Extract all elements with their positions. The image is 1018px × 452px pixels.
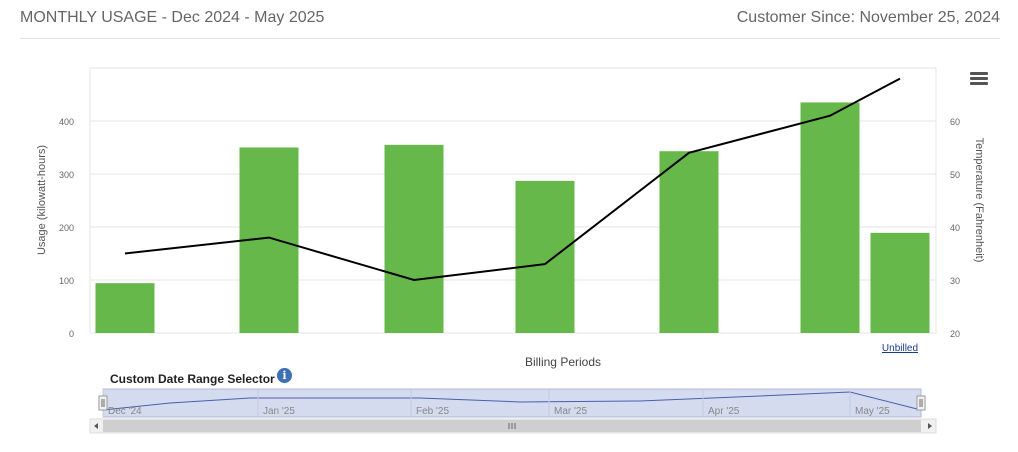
y2-tick-label: 20	[950, 329, 960, 339]
y2-axis-label: Temperature (Fahrenheit)	[973, 138, 985, 263]
usage-bar[interactable]	[95, 283, 155, 333]
navigator-date-label: Jan '25	[263, 406, 295, 417]
scroll-left-arrow-icon[interactable]	[94, 423, 98, 429]
temperature-line	[124, 77, 901, 282]
navigator-handle[interactable]	[98, 395, 108, 411]
navigator-title: Custom Date Range Selector	[110, 372, 275, 386]
y-tick-label: 0	[69, 329, 74, 339]
y-tick-label: 400	[59, 117, 74, 127]
page-title: MONTHLY USAGE - Dec 2024 - May 2025	[20, 9, 325, 26]
y2-tick-label: 60	[950, 117, 960, 127]
chart-menu-icon[interactable]	[968, 70, 990, 90]
customer-since-label: Customer Since: November 25, 2024	[736, 9, 1000, 26]
navigator-selection[interactable]	[102, 388, 922, 418]
navigator-date-label: Dec '24	[108, 406, 142, 417]
navigator-series-line	[102, 391, 922, 411]
y-tick-label: 300	[59, 170, 74, 180]
y-tick-label: 200	[59, 223, 74, 233]
usage-bar[interactable]	[659, 151, 719, 333]
y-axis-label: Usage (kilowatt-hours)	[36, 145, 48, 255]
usage-bar[interactable]	[870, 232, 930, 333]
navigator-date-label: Mar '25	[554, 406, 587, 417]
navigator-date-label: Feb '25	[416, 406, 449, 417]
navigator-handle[interactable]	[916, 395, 926, 411]
scroll-right-arrow-icon[interactable]	[928, 423, 932, 429]
x-axis-label: Billing Periods	[525, 355, 601, 369]
info-icon[interactable]: i	[277, 368, 292, 383]
navigator-date-label: May '25	[855, 406, 890, 417]
navigator-date-label: Apr '25	[708, 406, 740, 417]
y2-tick-label: 50	[950, 170, 960, 180]
usage-bar[interactable]	[384, 144, 444, 333]
y-tick-label: 100	[59, 276, 74, 286]
y2-tick-label: 40	[950, 223, 960, 233]
x-category-label[interactable]: Unbilled	[882, 343, 918, 354]
usage-bar[interactable]	[515, 180, 575, 333]
usage-bar[interactable]	[800, 102, 860, 333]
page-header: MONTHLY USAGE - Dec 2024 - May 2025 Cust…	[20, 8, 1000, 39]
y2-tick-label: 30	[950, 276, 960, 286]
plot-area	[89, 67, 937, 334]
